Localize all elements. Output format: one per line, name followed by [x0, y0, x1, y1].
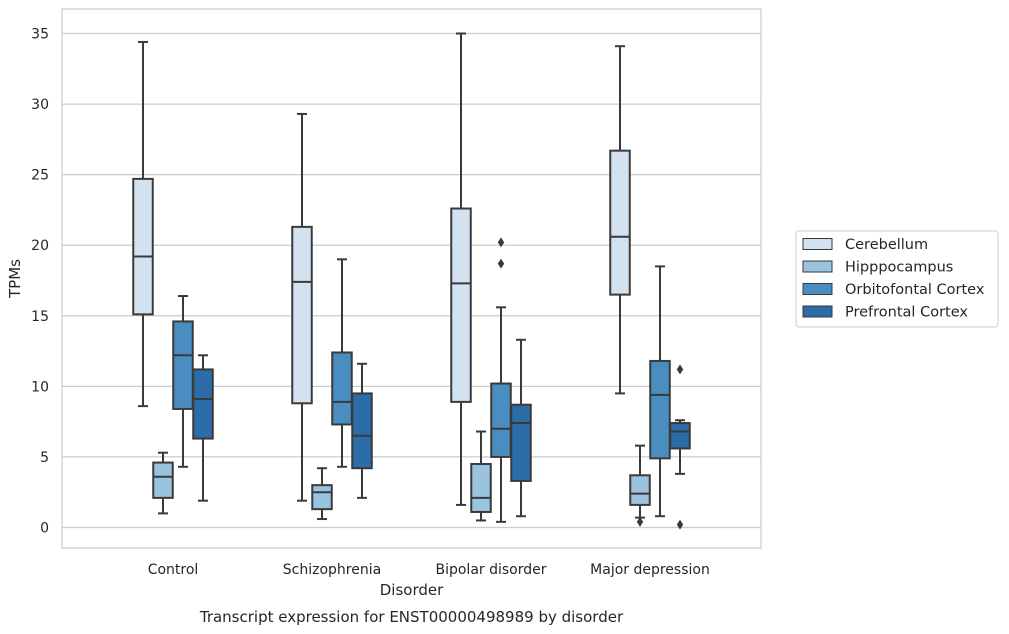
box-2-3 [649, 265, 671, 518]
box-3-3 [669, 364, 691, 530]
legend-frame [795, 230, 999, 328]
y-tick-label: 15 [31, 309, 49, 325]
x-tick-label: Control [148, 562, 199, 578]
chart-title: Transcript expression for ENST0000049898… [199, 608, 624, 626]
box-body [470, 462, 492, 513]
box-3-2 [510, 338, 532, 518]
box-3-0 [192, 354, 214, 502]
series-3 [192, 338, 691, 530]
box-body [450, 207, 472, 403]
legend-swatch [802, 283, 833, 295]
x-tick-label: Bipolar disorder [435, 562, 546, 578]
outlier-point [497, 258, 505, 269]
legend: Cerebellum Hipppocampus Orbitofontal Corte… [795, 230, 999, 328]
box-1-2 [470, 430, 492, 522]
box-body [132, 177, 154, 316]
outlier-point [636, 516, 644, 527]
x-tick-label: Schizophrenia [283, 562, 381, 578]
box-0-3 [609, 45, 631, 395]
legend-swatch [802, 305, 833, 318]
plot-area [61, 8, 762, 549]
legend-label: Hipppocampus [845, 260, 953, 276]
box-1-0 [152, 451, 174, 515]
legend-swatch [802, 260, 833, 273]
legend-swatch [802, 238, 833, 250]
box-3-1 [351, 362, 373, 499]
box-2-1 [331, 258, 353, 468]
box-body [351, 392, 373, 470]
x-axis-ticks: Control Schizophrenia Bipolar disorder Majo… [148, 562, 710, 578]
box-1-1 [311, 467, 333, 521]
box-body [311, 484, 333, 511]
y-tick-label: 20 [31, 238, 49, 254]
outlier-point [676, 364, 684, 375]
box-series [132, 32, 691, 530]
legend-label: Orbitofontal Cortex [845, 282, 985, 298]
box-body [172, 320, 194, 410]
box-2-2 [490, 237, 512, 523]
box-body [669, 422, 691, 450]
gridlines [62, 32, 761, 529]
box-0-2 [450, 32, 472, 506]
y-axis-label: TPMs [6, 259, 24, 299]
box-body [331, 351, 353, 426]
box-body [649, 359, 671, 460]
y-tick-label: 10 [31, 379, 49, 395]
series-2 [172, 237, 671, 523]
box-body [609, 149, 631, 296]
box-body [152, 461, 174, 499]
box-0-1 [291, 112, 313, 502]
box-1-3 [629, 444, 651, 527]
y-tick-label: 35 [31, 27, 49, 43]
box-0-0 [132, 40, 154, 408]
box-body [629, 474, 651, 506]
legend-label: Cerebellum [845, 237, 928, 253]
y-tick-label: 0 [40, 521, 49, 537]
series-0 [132, 32, 631, 506]
box-body [291, 225, 313, 405]
y-axis-ticks: 0 5 10 15 20 25 30 35 [31, 27, 49, 537]
outlier-point [497, 237, 505, 248]
outlier-point [676, 519, 684, 530]
box-2-0 [172, 295, 194, 468]
y-tick-label: 25 [31, 168, 49, 184]
series-1 [152, 430, 651, 527]
y-tick-label: 5 [40, 450, 49, 466]
x-axis-label: Disorder [380, 581, 444, 599]
box-body [510, 403, 532, 482]
legend-label: Prefrontal Cortex [845, 305, 968, 321]
box-body [490, 382, 512, 458]
y-tick-label: 30 [31, 97, 49, 113]
box-body [192, 368, 214, 440]
x-tick-label: Major depression [590, 562, 710, 578]
